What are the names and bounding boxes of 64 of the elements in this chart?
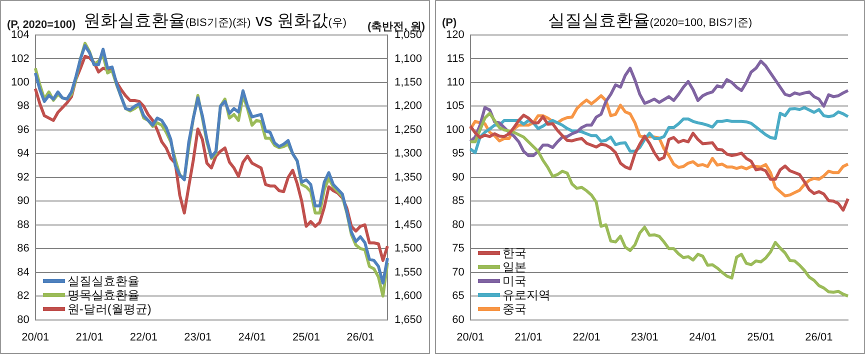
- y2-tick-label: 1,600: [394, 290, 422, 302]
- y-axis-title: (P): [442, 17, 457, 29]
- y-tick-label: 75: [452, 242, 464, 255]
- y-tick-label: 88: [17, 218, 30, 231]
- y-tick-label: 100: [446, 124, 464, 136]
- y2-tick-label: 1,300: [394, 148, 422, 160]
- x-tick-label: 20/01: [22, 331, 50, 344]
- y2-tick-label: 1,150: [394, 76, 422, 88]
- y-tick-label: 94: [17, 148, 30, 160]
- x-tick-label: 21/01: [514, 331, 542, 344]
- x-tick-label: 26/01: [346, 331, 374, 344]
- legend-label: 한국: [502, 246, 526, 260]
- legend-label: 일본: [502, 260, 526, 274]
- y2-tick-label: 1,200: [394, 100, 422, 112]
- legend-label: 실질실효환율: [67, 274, 140, 288]
- legend-label: 명목실효환율: [67, 288, 140, 302]
- y-tick-label: 105: [446, 100, 464, 112]
- y-tick-label: 90: [17, 195, 30, 208]
- y-tick-label: 120: [446, 29, 464, 42]
- chart-title: 실질실효환율(2020=100, BIS기준): [548, 11, 752, 30]
- y-tick-label: 82: [17, 290, 30, 302]
- y-tick-label: 60: [452, 314, 464, 326]
- y-tick-label: 98: [17, 100, 30, 112]
- y2-tick-label: 1,500: [394, 242, 422, 255]
- y2-tick-label: 1,400: [394, 195, 422, 208]
- y-tick-label: 85: [452, 195, 464, 208]
- y-tick-label: 90: [452, 171, 464, 184]
- legend-label: 유로지역: [502, 288, 550, 302]
- y-tick-label: 104: [10, 29, 30, 42]
- x-tick-label: 20/01: [456, 331, 484, 344]
- y2-tick-label: 1,250: [394, 124, 422, 136]
- y-tick-label: 84: [17, 266, 30, 278]
- x-tick-label: 22/01: [130, 331, 158, 344]
- x-tick-label: 24/01: [238, 331, 266, 344]
- y2-tick-label: 1,350: [394, 171, 422, 184]
- legend-label: 미국: [502, 274, 526, 288]
- x-tick-label: 26/01: [805, 331, 833, 344]
- x-tick-label: 21/01: [76, 331, 104, 344]
- y-axis-title: (P, 2020=100): [7, 19, 76, 31]
- x-tick-label: 22/01: [572, 331, 600, 344]
- y2-tick-label: 1,650: [394, 314, 422, 326]
- y-tick-label: 100: [10, 76, 30, 88]
- y2-tick-label: 1,100: [394, 52, 422, 65]
- y2-tick-label: 1,450: [394, 218, 422, 231]
- legend-label: 원-달러(월평균): [67, 302, 152, 316]
- y-tick-label: 115: [446, 52, 464, 65]
- y-tick-label: 96: [17, 124, 30, 136]
- y-tick-label: 70: [452, 266, 464, 278]
- y-tick-label: 80: [452, 218, 464, 231]
- legend-label: 중국: [502, 302, 526, 316]
- y-tick-label: 65: [452, 290, 464, 302]
- y-tick-label: 92: [17, 171, 30, 184]
- x-tick-label: 23/01: [184, 331, 212, 344]
- y-tick-label: 95: [452, 148, 464, 160]
- y2-tick-label: 1,550: [394, 266, 422, 278]
- x-tick-label: 24/01: [688, 331, 717, 344]
- x-tick-label: 25/01: [747, 331, 775, 344]
- y-tick-label: 110: [446, 76, 464, 88]
- x-tick-label: 23/01: [630, 331, 658, 344]
- y-tick-label: 86: [17, 242, 30, 255]
- x-tick-label: 25/01: [292, 331, 320, 344]
- chart-title: 원화실효환율(BIS기준)(좌) vs 원화값(우): [83, 11, 347, 30]
- y-tick-label: 102: [10, 52, 30, 65]
- y-tick-label: 80: [17, 314, 30, 326]
